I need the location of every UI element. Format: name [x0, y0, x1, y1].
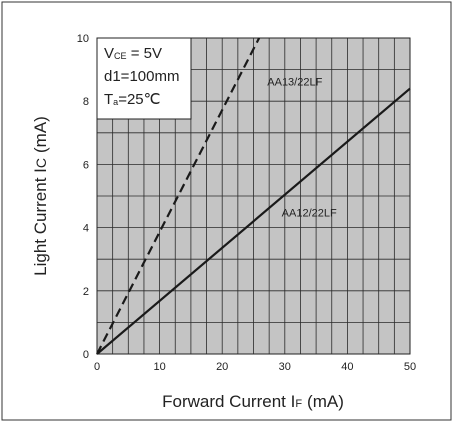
conditions-box-bg [96, 37, 192, 120]
y-axis-title-main: Light Current I [31, 168, 50, 276]
series-labels: AA13/22LF AA12/22LF [267, 76, 337, 219]
x-tick-label: 50 [404, 361, 416, 373]
series-label: AA12/22LF [282, 208, 337, 220]
tick-labels: 0 10 20 30 40 50 0 2 4 6 8 10 [77, 33, 416, 373]
series-line-aa13-22lf [96, 37, 261, 355]
y-axis-title: Light Current IC (mA) [31, 116, 50, 276]
x-tick-label: 30 [279, 361, 291, 373]
y-tick-label: 4 [83, 223, 89, 235]
series-lines [96, 37, 411, 355]
condition-line: Ta=25℃ [104, 91, 160, 108]
condition-line: d1=100mm [104, 68, 179, 85]
x-axis-title: Forward Current IF (mA) [162, 392, 344, 411]
y-axis-title-sub: C [33, 158, 49, 168]
series-label: AA13/22LF [267, 76, 322, 88]
x-axis-title-unit: (mA) [307, 392, 344, 411]
x-axis-title-main: Forward Current I [162, 392, 295, 411]
condition-line: VCE = 5V [104, 45, 162, 62]
x-tick-label: 10 [153, 361, 165, 373]
conditions-box: VCE = 5V d1=100mm Ta=25℃ [96, 37, 192, 120]
y-axis-title-unit: (mA) [31, 116, 50, 153]
y-tick-label: 0 [83, 349, 89, 361]
x-tick-label: 0 [94, 361, 100, 373]
y-tick-label: 8 [83, 96, 89, 108]
y-tick-label: 2 [83, 286, 89, 298]
x-tick-label: 20 [216, 361, 228, 373]
y-tick-label: 10 [77, 33, 89, 45]
series-line-aa12-22lf [96, 87, 411, 355]
x-axis-title-sub: F [295, 398, 302, 410]
y-tick-label: 6 [83, 159, 89, 171]
x-tick-label: 40 [341, 361, 353, 373]
